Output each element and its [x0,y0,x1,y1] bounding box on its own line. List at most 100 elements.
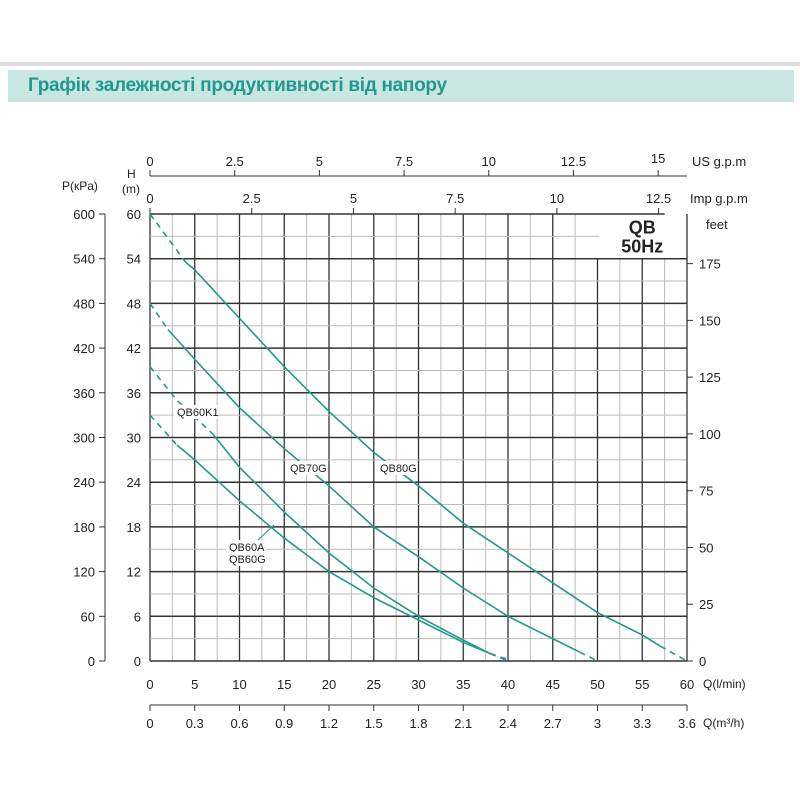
curve-qb70g [167,328,580,653]
x-tick-label-imp-gpm: 5 [350,191,357,206]
curve-dashed-start [149,366,214,435]
x-tick-label-lmin: 50 [590,677,604,692]
y-tick-label-m: 30 [127,431,141,446]
y-tick-label-kpa: 540 [73,252,95,267]
x-tick-label-m3h: 2.7 [544,716,562,731]
y-tick-label-kpa: 300 [73,431,95,446]
y-axis-label-kpa: P(кPa) [62,179,98,193]
y-tick-label-m: 0 [134,654,141,669]
y-axis-label-h: H [127,167,136,181]
x-tick-label-us-gpm: 0 [146,154,153,169]
x-tick-label-us-gpm: 10 [482,154,496,169]
x-tick-label-lmin: 30 [411,677,425,692]
series-label-bg [377,461,417,475]
y-tick-label-feet: 125 [699,370,721,385]
x-axis-label-lmin: Q(l/min) [703,677,746,691]
y-tick-label-kpa: 480 [73,296,95,311]
badge-50hz: 50Hz [621,237,663,257]
x-tick-label-imp-gpm: 2.5 [243,191,261,206]
x-tick-label-m3h: 1.2 [320,716,338,731]
y-tick-label-kpa: 120 [73,565,95,580]
curve-dashed-end [659,645,688,662]
x-axis-label-imp-gpm: Imp g.p.m [690,191,748,206]
y-tick-label-m: 42 [127,341,141,356]
curve-dashed-end [489,652,509,661]
y-axis-label-feet: feet [706,217,728,232]
x-tick-label-imp-gpm: 7.5 [446,191,464,206]
x-tick-label-lmin: 25 [367,677,381,692]
y-tick-label-m: 36 [127,386,141,401]
y-tick-label-feet: 0 [699,654,706,669]
y-tick-label-m: 18 [127,520,141,535]
y-tick-label-kpa: 60 [81,609,95,624]
x-tick-label-us-gpm: 2.5 [226,154,244,169]
x-tick-label-lmin: 5 [191,677,198,692]
y-tick-label-m: 12 [127,565,141,580]
curve-dashed-start [149,213,187,263]
x-tick-label-lmin: 10 [232,677,246,692]
x-tick-label-lmin: 15 [277,677,291,692]
x-tick-label-us-gpm: 7.5 [395,154,413,169]
y-tick-label-m: 24 [127,475,141,490]
curve-dashed-start [149,414,178,446]
x-axis-label-m3h: Q(m³/h) [703,716,744,730]
y-tick-label-m: 60 [127,207,141,222]
x-tick-label-imp-gpm: 10 [550,191,564,206]
x-tick-label-lmin: 40 [501,677,515,692]
x-tick-label-m3h: 0.6 [230,716,248,731]
curve-dashed-start [149,302,169,330]
x-tick-label-m3h: 0.3 [186,716,204,731]
top-divider [0,62,800,66]
series-label: QB80G [380,463,417,475]
x-tick-label-m3h: 2.4 [499,716,517,731]
x-tick-label-m3h: 3.6 [678,716,696,731]
y-tick-label-feet: 50 [699,540,713,555]
curve-qb60k1 [212,433,491,655]
x-tick-label-lmin: 0 [146,677,153,692]
y-tick-label-kpa: 600 [73,207,95,222]
x-tick-label-lmin: 35 [456,677,470,692]
series-label-leader [257,524,275,541]
series-label-bg [226,552,266,566]
y-tick-label-kpa: 360 [73,386,95,401]
series-label: QB60K1 [177,407,219,419]
x-tick-label-lmin: 60 [680,677,694,692]
series-label-bg [226,540,266,554]
x-tick-label-lmin: 55 [635,677,649,692]
x-tick-label-imp-gpm: 12.5 [646,191,671,206]
x-tick-label-m3h: 0 [146,716,153,731]
y-tick-label-feet: 100 [699,427,721,442]
series-label: QB60G [229,554,266,566]
y-tick-label-kpa: 420 [73,341,95,356]
curve-qb60a-qb60g [176,444,491,655]
x-axis-label-us-gpm: US g.p.m [692,154,746,169]
series-label: QB60A [229,542,265,554]
y-tick-label-m: 6 [134,609,141,624]
badge-qb: QB [629,217,656,237]
curve-dashed-end [579,651,598,662]
title-band [8,70,794,102]
x-tick-label-m3h: 3.3 [633,716,651,731]
y-tick-label-m: 48 [127,296,141,311]
x-tick-label-m3h: 2.1 [454,716,472,731]
y-tick-label-feet: 150 [699,313,721,328]
y-tick-label-kpa: 0 [88,654,95,669]
y-tick-label-feet: 75 [699,484,713,499]
y-tick-label-feet: 25 [699,597,713,612]
x-tick-label-us-gpm: 5 [316,154,323,169]
curve-qb80g [185,261,661,647]
series-label-bg [174,405,218,419]
x-tick-label-imp-gpm: 0 [146,191,153,206]
y-tick-label-feet: 175 [699,257,721,272]
x-tick-label-m3h: 3 [594,716,601,731]
y-tick-label-kpa: 240 [73,475,95,490]
y-tick-label-m: 54 [127,252,141,267]
x-tick-label-us-gpm: 12.5 [561,154,586,169]
y-axis-label-m: (m) [122,182,140,196]
series-label-bg [287,461,327,475]
badge-box [599,215,686,258]
y-tick-label-kpa: 180 [73,520,95,535]
series-label: QB70G [290,463,327,475]
x-tick-label-lmin: 45 [546,677,560,692]
